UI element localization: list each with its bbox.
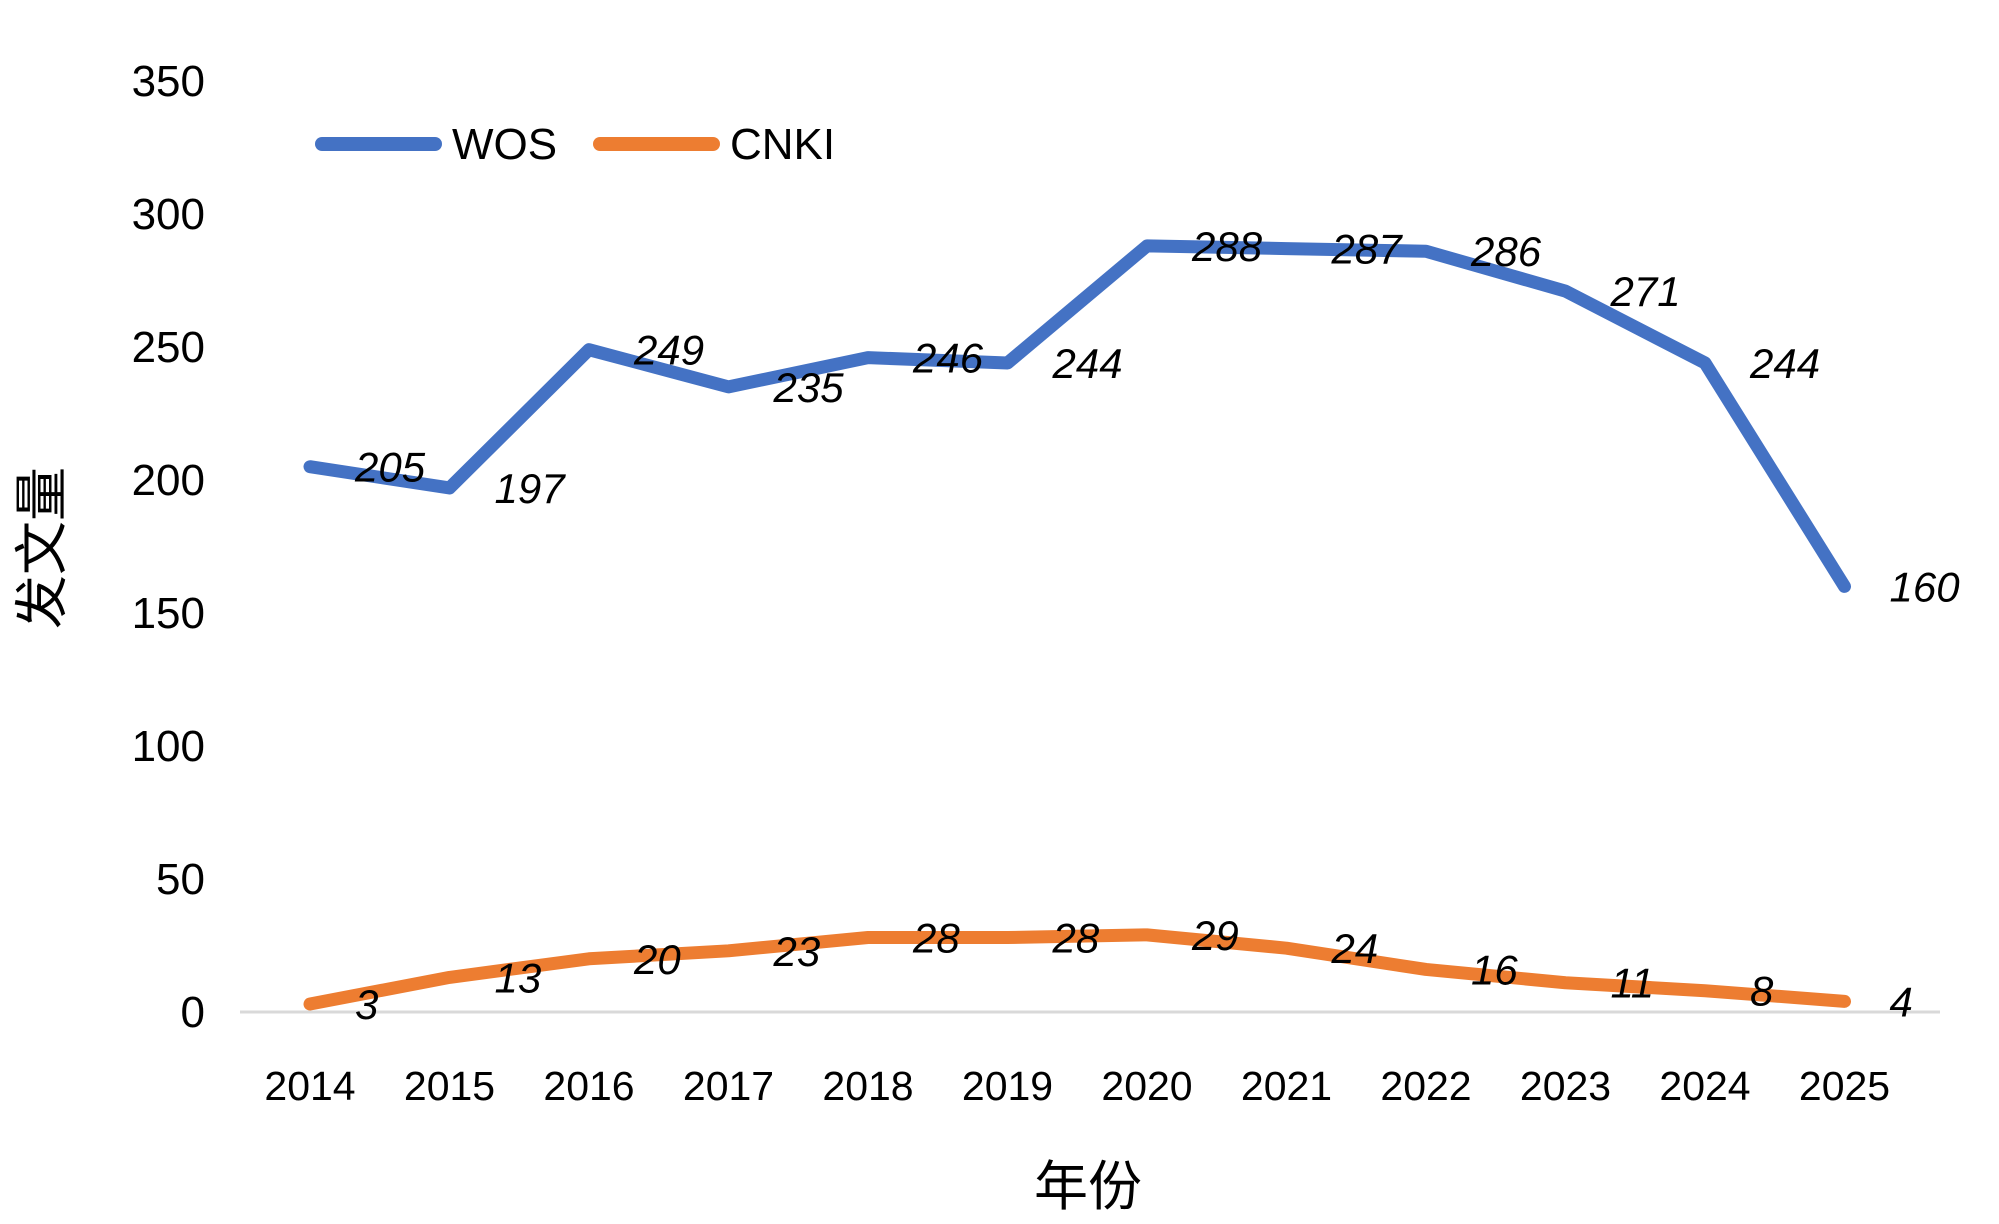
y-axis-title: 发文量 <box>12 467 72 629</box>
wos-data-label: 249 <box>633 327 704 374</box>
x-axis-tick-label: 2024 <box>1659 1063 1750 1109</box>
y-axis-tick-label: 200 <box>132 456 205 505</box>
cnki-data-label: 11 <box>1611 960 1655 1007</box>
y-axis-tick-label: 250 <box>132 323 205 372</box>
cnki-data-label: 20 <box>633 936 681 983</box>
wos-data-label: 271 <box>1610 268 1681 315</box>
x-axis-tick-label: 2016 <box>543 1063 634 1109</box>
cnki-data-label: 8 <box>1750 968 1774 1015</box>
x-axis-tick-label: 2022 <box>1380 1063 1471 1109</box>
wos-data-label: 287 <box>1331 226 1404 273</box>
wos-data-label: 160 <box>1890 563 1961 610</box>
cnki-data-label: 24 <box>1331 925 1379 972</box>
y-axis-tick-label: 50 <box>156 855 205 904</box>
cnki-series-line <box>303 928 1851 1011</box>
legend: WOS CNKI <box>315 120 835 169</box>
wos-data-label: 197 <box>495 465 567 512</box>
cnki-data-label: 3 <box>355 981 378 1028</box>
cnki-data-label: 4 <box>1890 978 1913 1025</box>
y-axis-tick-label: 100 <box>132 722 205 771</box>
wos-data-label: 235 <box>773 364 845 411</box>
cnki-data-label: 28 <box>912 915 960 962</box>
cnki-data-label: 28 <box>1052 915 1100 962</box>
y-axis-tick-label: 350 <box>132 57 205 106</box>
cnki-data-label: 16 <box>1471 946 1518 993</box>
wos-data-label: 288 <box>1191 223 1263 270</box>
y-axis-tick-label: 150 <box>132 589 205 638</box>
cnki-data-label: 13 <box>495 954 542 1001</box>
x-axis-tick-label: 2015 <box>404 1063 495 1109</box>
x-axis-tick-label: 2018 <box>822 1063 913 1109</box>
wos-data-label: 286 <box>1470 228 1542 275</box>
wos-data-label: 244 <box>1052 340 1123 387</box>
cnki-data-label: 29 <box>1191 912 1239 959</box>
x-axis-tick-label: 2019 <box>962 1063 1053 1109</box>
wos-series-line <box>303 239 1851 593</box>
series-layer <box>303 239 1851 1011</box>
legend-label-cnki: CNKI <box>730 120 835 169</box>
y-axis-tick-label: 300 <box>132 190 205 239</box>
x-axis-title: 年份 <box>1034 1157 1142 1217</box>
legend-label-wos: WOS <box>452 120 557 169</box>
wos-data-label: 246 <box>912 335 984 382</box>
cnki-data-label: 23 <box>773 928 821 975</box>
x-axis-tick-label: 2023 <box>1520 1063 1611 1109</box>
x-axis-tick-label: 2014 <box>264 1063 355 1109</box>
x-axis-tick-label: 2025 <box>1799 1063 1890 1109</box>
wos-data-label: 244 <box>1749 340 1820 387</box>
wos-data-label: 205 <box>354 444 426 491</box>
x-axis-tick-label: 2020 <box>1101 1063 1192 1109</box>
x-axis-tick-label: 2021 <box>1241 1063 1332 1109</box>
y-axis-tick-label: 0 <box>181 988 205 1037</box>
x-axis-tick-label: 2017 <box>683 1063 774 1109</box>
